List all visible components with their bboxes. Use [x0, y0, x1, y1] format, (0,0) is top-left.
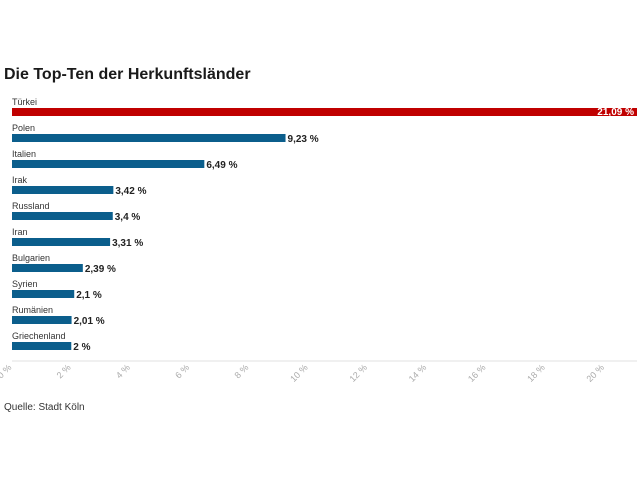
- bar: [12, 316, 72, 324]
- value-label: 2,1 %: [76, 290, 102, 301]
- category-label: Griechenland: [12, 331, 66, 341]
- category-label: Italien: [12, 149, 36, 159]
- x-tick-label: 2 %: [55, 362, 73, 380]
- category-label: Iran: [12, 227, 28, 237]
- value-label: 3,31 %: [112, 238, 143, 249]
- x-tick-label: 20 %: [585, 362, 607, 384]
- x-tick-label: 0 %: [0, 362, 13, 380]
- category-label: Syrien: [12, 279, 38, 289]
- bar: [12, 108, 637, 116]
- x-tick-label: 6 %: [173, 362, 191, 380]
- x-tick-label: 10 %: [288, 362, 310, 384]
- value-label: 2,01 %: [74, 316, 105, 327]
- x-tick-label: 12 %: [347, 362, 369, 384]
- category-label: Polen: [12, 123, 35, 133]
- bar: [12, 290, 75, 298]
- category-label: Türkei: [12, 97, 37, 107]
- category-label: Irak: [12, 175, 28, 185]
- x-tick-label: 4 %: [114, 362, 132, 380]
- x-tick-label: 8 %: [232, 362, 250, 380]
- x-tick-label: 18 %: [525, 362, 547, 384]
- category-label: Bulgarien: [12, 253, 50, 263]
- bar: [12, 186, 114, 194]
- x-tick-label: 16 %: [466, 362, 488, 384]
- chart-title: Die Top-Ten der Herkunftsländer: [4, 66, 251, 83]
- value-label: 6,49 %: [206, 160, 237, 171]
- bar: [12, 342, 72, 350]
- source-note: Quelle: Stadt Köln: [4, 402, 85, 413]
- value-label: 9,23 %: [288, 134, 319, 145]
- bar: [12, 212, 113, 220]
- x-tick-label: 14 %: [407, 362, 429, 384]
- value-label: 3,4 %: [115, 212, 141, 223]
- category-label: Russland: [12, 201, 50, 211]
- bar: [12, 238, 111, 246]
- bar: [12, 264, 83, 272]
- value-label: 21,09 %: [597, 107, 634, 118]
- category-label: Rumänien: [12, 305, 53, 315]
- value-label: 3,42 %: [115, 186, 146, 197]
- value-label: 2 %: [73, 342, 90, 353]
- bar: [12, 134, 286, 142]
- bar: [12, 160, 205, 168]
- value-label: 2,39 %: [85, 264, 116, 275]
